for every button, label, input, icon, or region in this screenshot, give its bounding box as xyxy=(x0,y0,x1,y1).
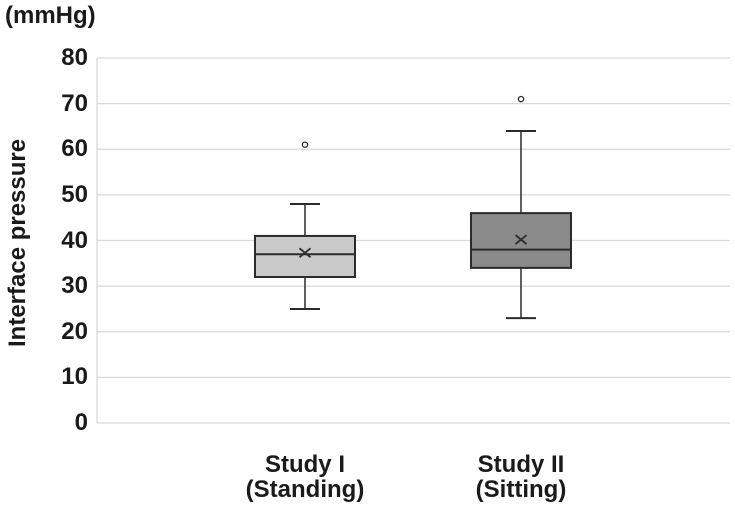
y-axis-unit-label: (mmHg) xyxy=(5,2,96,29)
gridlines xyxy=(96,57,730,424)
y-tick-label-60: 60 xyxy=(61,135,88,163)
outlier-point xyxy=(517,95,525,103)
y-tick-label-0: 0 xyxy=(74,409,88,436)
boxplot-series-2 xyxy=(470,95,572,320)
y-tick-label-40: 40 xyxy=(61,226,88,254)
y-tick-label-80: 80 xyxy=(61,44,88,71)
iqr-box xyxy=(254,234,356,278)
category-name: Study I xyxy=(264,451,345,478)
category-condition: (Standing) xyxy=(245,476,365,503)
category-condition: (Sitting) xyxy=(475,476,567,503)
y-tick-label-50: 50 xyxy=(61,180,88,208)
boxplot-series-1 xyxy=(254,141,356,310)
category-name: Study II xyxy=(477,451,565,478)
category-label-1: Study I (Standing) xyxy=(195,452,415,502)
y-tick-label-20: 20 xyxy=(61,317,88,345)
y-tick-label-10: 10 xyxy=(61,363,88,391)
y-tick-label-30: 30 xyxy=(61,272,88,300)
category-label-2: Study II (Sitting) xyxy=(411,452,631,502)
outlier-point xyxy=(301,141,309,148)
y-tick-label-70: 70 xyxy=(61,89,88,117)
mean-x-marker xyxy=(298,247,312,259)
mean-x-marker xyxy=(514,234,528,245)
